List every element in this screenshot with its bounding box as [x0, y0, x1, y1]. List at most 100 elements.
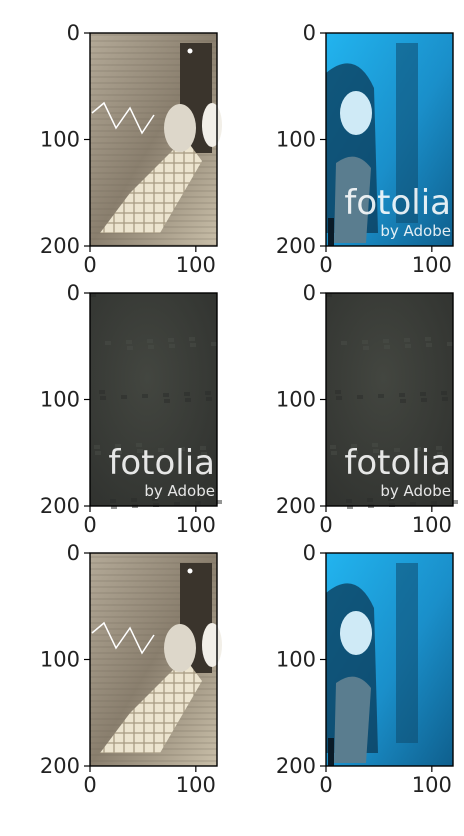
icon-dot [187, 48, 193, 54]
dark-edge [328, 218, 334, 246]
x-tick-label: 0 [83, 773, 96, 797]
texture-speck [216, 500, 222, 504]
panel-2-0: 0 100 0 100 200 [40, 541, 222, 797]
texture-speck [441, 391, 447, 395]
texture-speck [357, 395, 363, 399]
hand-shape [164, 104, 196, 152]
y-tick-label: 0 [67, 541, 80, 565]
texture-speck [127, 346, 133, 350]
texture-speck [425, 337, 431, 341]
texture-speck [336, 396, 342, 400]
texture-speck [431, 501, 437, 505]
texture-speck [137, 449, 143, 453]
texture-speck [410, 502, 416, 506]
face-shape [340, 91, 372, 135]
texture-speck [152, 497, 158, 501]
hand-shape [164, 624, 196, 672]
texture-speck [184, 392, 190, 396]
texture-speck [383, 339, 389, 343]
texture-speck [163, 393, 169, 397]
texture-speck [389, 503, 395, 507]
x-tick-label: 0 [83, 253, 96, 277]
y-tick-label: 100 [40, 648, 80, 672]
watermark-main: fotolia [344, 443, 451, 483]
texture-speck [94, 445, 100, 449]
watermark-main: fotolia [344, 183, 451, 223]
texture-speck [341, 341, 347, 345]
x-tick-label: 100 [412, 253, 452, 277]
texture-speck [373, 449, 379, 453]
y-tick-label: 200 [276, 234, 316, 258]
cup-shape [202, 103, 222, 147]
x-tick-label: 100 [412, 513, 452, 537]
x-tick-label: 0 [83, 513, 96, 537]
texture-speck [206, 397, 212, 401]
texture-speck [421, 398, 427, 402]
y-tick-label: 200 [276, 754, 316, 778]
texture-speck [211, 342, 217, 346]
texture-speck [100, 396, 106, 400]
watermark-sub: by Adobe [380, 482, 451, 500]
y-tick-label: 100 [40, 388, 80, 412]
texture-speck [200, 446, 206, 450]
texture-speck [147, 339, 153, 343]
texture-speck [153, 503, 159, 507]
texture-speck [110, 499, 116, 503]
texture-speck [136, 443, 142, 447]
bg-column [396, 43, 418, 223]
cup-shape [202, 623, 222, 667]
sleeve-shape [100, 658, 202, 753]
x-tick-label: 100 [176, 253, 216, 277]
texture-speck [148, 345, 154, 349]
texture-speck [372, 443, 378, 447]
texture-speck [426, 343, 432, 347]
texture-speck [347, 505, 353, 509]
texture-speck [442, 397, 448, 401]
texture-speck [201, 452, 207, 456]
image-background [326, 293, 453, 506]
texture-speck [436, 446, 442, 450]
y-tick-label: 200 [40, 494, 80, 518]
image-background [90, 293, 217, 506]
texture-speck [363, 346, 369, 350]
y-tick-label: 0 [303, 21, 316, 45]
x-tick-label: 0 [319, 253, 332, 277]
y-tick-label: 0 [67, 281, 80, 305]
y-tick-label: 100 [276, 388, 316, 412]
y-tick-label: 200 [276, 494, 316, 518]
texture-speck [404, 338, 410, 342]
x-tick-label: 0 [319, 773, 332, 797]
texture-speck [116, 450, 122, 454]
texture-speck [179, 447, 185, 451]
y-tick-label: 0 [303, 541, 316, 565]
y-tick-label: 200 [40, 754, 80, 778]
texture-speck [378, 394, 384, 398]
texture-speck [330, 445, 336, 449]
texture-speck [400, 399, 406, 403]
texture-speck [346, 499, 352, 503]
texture-speck [326, 293, 332, 297]
texture-speck [452, 500, 458, 504]
watermark-main: fotolia [108, 443, 215, 483]
watermark-sub: by Adobe [380, 222, 451, 240]
texture-speck [90, 293, 96, 297]
dark-edge [328, 738, 334, 766]
texture-speck [189, 337, 195, 341]
x-tick-label: 0 [319, 513, 332, 537]
sleeve-shape [100, 138, 202, 233]
x-tick-label: 100 [412, 773, 452, 797]
x-tick-label: 100 [176, 513, 216, 537]
texture-speck [420, 392, 426, 396]
texture-speck [362, 340, 368, 344]
icon-dot [187, 568, 193, 574]
texture-speck [95, 451, 101, 455]
texture-speck [384, 345, 390, 349]
texture-speck [142, 394, 148, 398]
y-tick-label: 100 [276, 128, 316, 152]
texture-speck [174, 502, 180, 506]
body-shape [334, 676, 371, 763]
